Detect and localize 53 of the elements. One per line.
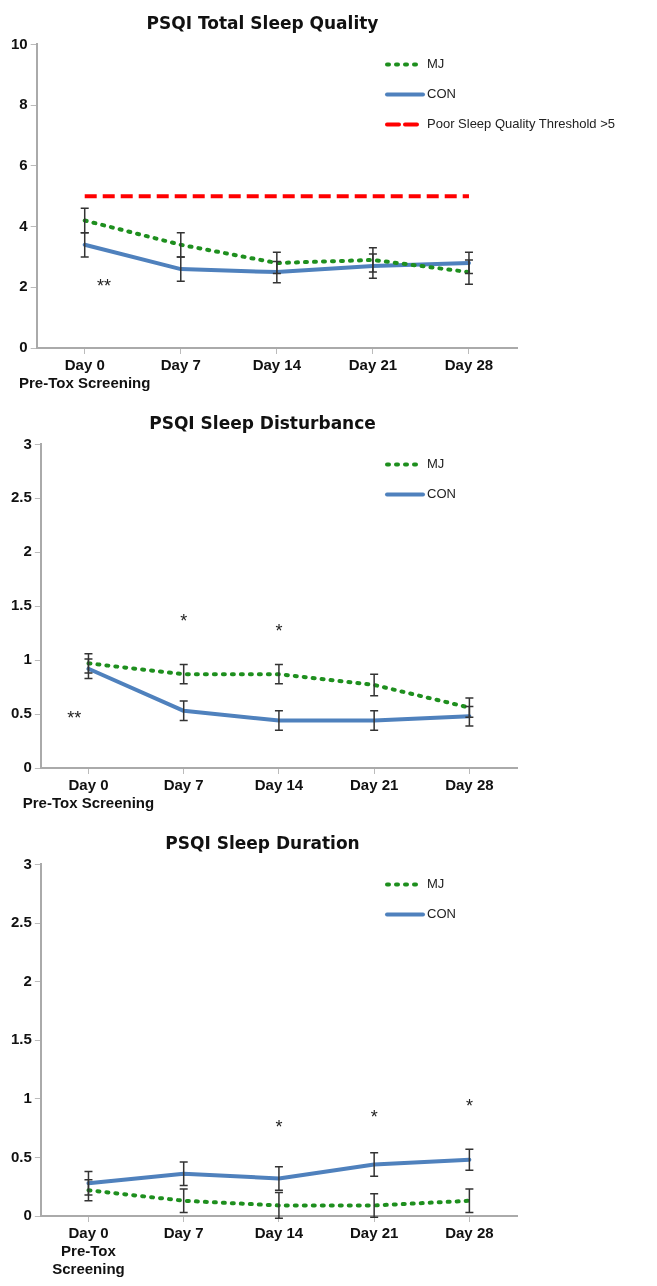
y-tick-label: 3 bbox=[23, 434, 32, 452]
annotation: ** bbox=[67, 708, 82, 729]
annotation: * bbox=[465, 1095, 473, 1116]
x-tick-label: Day 0 Pre-Tox Screening bbox=[19, 356, 151, 392]
chart-title: PSQI Total Sleep Quality bbox=[146, 12, 379, 33]
line-series bbox=[82, 218, 471, 275]
y-tick-label: 0.5 bbox=[10, 1147, 32, 1165]
y-tick-label: 0 bbox=[23, 758, 32, 776]
x-tick-label: Day 7 bbox=[163, 1224, 204, 1242]
x-tick-label: Day 14 bbox=[252, 356, 302, 374]
x-tick-label: Day 28 bbox=[445, 1224, 494, 1242]
y-tick-label: 3 bbox=[23, 854, 32, 872]
legend-label: MJ bbox=[427, 875, 445, 891]
annotation: * bbox=[275, 1117, 283, 1138]
x-tick-label: Day 21 bbox=[349, 1224, 399, 1242]
y-tick-label: 2.5 bbox=[10, 913, 32, 931]
x-tick-label: Day 21 bbox=[349, 776, 399, 794]
annotation: * bbox=[370, 1106, 378, 1127]
x-tick-label: Day 14 bbox=[254, 1224, 304, 1242]
x-tick-label: Day 28 bbox=[445, 776, 494, 794]
y-tick-label: 2.5 bbox=[10, 488, 32, 506]
x-tick-label: Day 7 bbox=[163, 776, 204, 794]
y-tick-label: 0 bbox=[23, 1206, 32, 1224]
legend-label: MJ bbox=[427, 455, 445, 471]
legend-label: CON bbox=[427, 905, 456, 921]
x-tick-label: Day 0 Pre-Tox Screening bbox=[22, 776, 155, 812]
y-tick-label: 6 bbox=[19, 155, 28, 173]
x-tick-label: Day 7 bbox=[160, 356, 201, 374]
chart-title: PSQI Sleep Disturbance bbox=[149, 412, 376, 433]
y-tick-label: 1.5 bbox=[10, 596, 32, 614]
y-tick-label: 1 bbox=[23, 650, 32, 668]
x-tick-label: Day 14 bbox=[254, 776, 304, 794]
y-tick-label: 0 bbox=[19, 338, 28, 356]
annotation: ** bbox=[96, 276, 111, 297]
legend-label: Poor Sleep Quality Threshold >5 bbox=[427, 115, 616, 131]
y-tick-label: 10 bbox=[11, 34, 28, 52]
chart-title: PSQI Sleep Duration bbox=[165, 832, 360, 853]
y-tick-label: 1.5 bbox=[10, 1030, 32, 1048]
x-tick-label: Day 21 bbox=[348, 356, 398, 374]
legend-label: CON bbox=[427, 85, 456, 101]
y-tick-label: 4 bbox=[19, 216, 29, 234]
x-tick-label: Day 0 Pre-Tox Screening bbox=[52, 1224, 125, 1278]
x-tick-label: Day 28 bbox=[444, 356, 494, 374]
annotation: * bbox=[275, 621, 283, 642]
y-tick-label: 2 bbox=[19, 277, 28, 295]
y-tick-label: 2 bbox=[23, 542, 32, 560]
y-tick-label: 8 bbox=[19, 95, 28, 113]
legend-label: MJ bbox=[427, 55, 445, 71]
annotation: * bbox=[180, 611, 188, 632]
y-tick-label: 1 bbox=[23, 1088, 32, 1106]
y-tick-label: 0.5 bbox=[10, 704, 32, 722]
y-tick-label: 2 bbox=[23, 971, 32, 989]
legend-label: CON bbox=[427, 485, 456, 501]
